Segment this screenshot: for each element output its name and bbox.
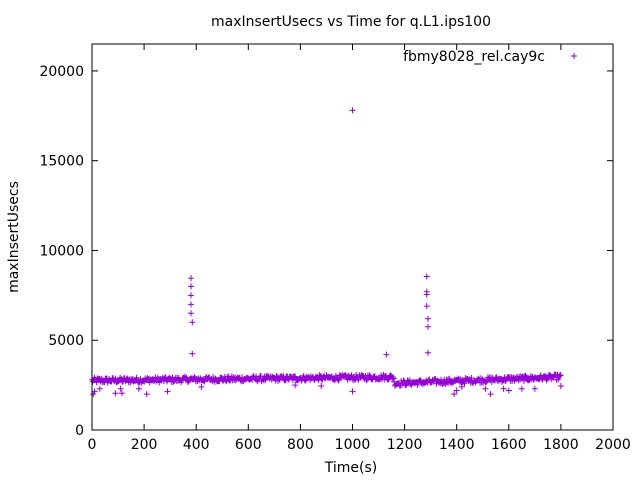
data-point xyxy=(423,291,430,298)
data-point xyxy=(164,388,171,395)
data-point xyxy=(500,385,507,392)
y-tick-label: 0 xyxy=(75,423,84,439)
data-point xyxy=(389,374,396,381)
x-tick-label: 600 xyxy=(235,437,262,453)
data-point xyxy=(91,388,98,395)
x-axis: 0 200 400 600 800 1000 1200 1400 1600 1800 2000 xyxy=(88,44,631,453)
data-point xyxy=(300,372,307,379)
data-point xyxy=(557,383,564,390)
data-point xyxy=(390,375,397,382)
data-point xyxy=(143,391,150,398)
data-point xyxy=(187,301,194,308)
data-point xyxy=(451,391,458,398)
data-point xyxy=(187,292,194,299)
data-point xyxy=(487,391,494,398)
data-point xyxy=(318,383,325,390)
data-point xyxy=(522,372,529,379)
data-point xyxy=(425,315,432,322)
data-point xyxy=(402,382,409,389)
data-point xyxy=(555,376,562,383)
plot-area xyxy=(89,107,564,398)
x-tick-label: 1200 xyxy=(387,437,423,453)
data-point xyxy=(189,319,196,326)
data-point xyxy=(406,377,413,384)
data-point xyxy=(482,385,489,392)
y-tick-label: 15000 xyxy=(39,154,84,170)
data-point xyxy=(425,323,432,330)
data-point xyxy=(520,378,527,385)
data-point xyxy=(556,372,563,379)
data-point xyxy=(423,273,430,280)
legend: fbmy8028_rel.cay9c xyxy=(403,49,577,65)
data-point xyxy=(366,372,373,379)
data-point xyxy=(349,388,356,395)
legend-marker xyxy=(571,53,577,59)
x-tick-label: 400 xyxy=(183,437,210,453)
data-point xyxy=(458,383,465,390)
y-axis: 0 5000 10000 15000 20000 xyxy=(39,64,613,439)
data-point xyxy=(135,385,142,392)
x-tick-label: 1800 xyxy=(543,437,579,453)
data-point xyxy=(414,381,421,388)
data-point xyxy=(544,375,551,382)
y-tick-label: 10000 xyxy=(39,243,84,259)
data-point xyxy=(292,382,299,389)
y-tick-label: 20000 xyxy=(39,64,84,80)
legend-marker-symbol xyxy=(571,53,577,59)
x-axis-label: Time(s) xyxy=(324,460,377,476)
data-point xyxy=(187,275,194,282)
x-tick-label: 2000 xyxy=(595,437,631,453)
legend-label: fbmy8028_rel.cay9c xyxy=(403,49,545,65)
data-point xyxy=(187,310,194,317)
data-point xyxy=(133,374,140,381)
data-point xyxy=(349,107,356,114)
x-tick-label: 1400 xyxy=(439,437,475,453)
x-tick-label: 1000 xyxy=(335,437,371,453)
data-point xyxy=(453,387,460,394)
x-tick-label: 1600 xyxy=(491,437,527,453)
data-point xyxy=(531,385,538,392)
data-point xyxy=(505,387,512,394)
data-point xyxy=(518,385,525,392)
data-point xyxy=(112,390,119,397)
data-point xyxy=(187,283,194,290)
y-axis-label: maxInsertUsecs xyxy=(6,181,22,293)
data-point xyxy=(423,303,430,310)
data-point xyxy=(90,391,97,398)
data-point xyxy=(335,377,342,384)
data-point xyxy=(198,383,205,390)
x-tick-label: 800 xyxy=(287,437,314,453)
data-point xyxy=(292,373,299,380)
y-tick-label: 5000 xyxy=(48,333,84,349)
data-point xyxy=(96,385,103,392)
data-point xyxy=(315,377,322,384)
x-tick-label: 200 xyxy=(131,437,158,453)
data-point xyxy=(183,374,190,381)
data-point xyxy=(425,349,432,356)
data-point xyxy=(189,350,196,357)
chart-title: maxInsertUsecs vs Time for q.L1.ips100 xyxy=(211,14,491,30)
data-point xyxy=(383,351,390,358)
data-point xyxy=(118,390,125,397)
data-point xyxy=(557,371,564,378)
data-point xyxy=(117,385,124,392)
data-point xyxy=(282,377,289,384)
x-tick-label: 0 xyxy=(88,437,97,453)
data-point xyxy=(216,378,223,385)
